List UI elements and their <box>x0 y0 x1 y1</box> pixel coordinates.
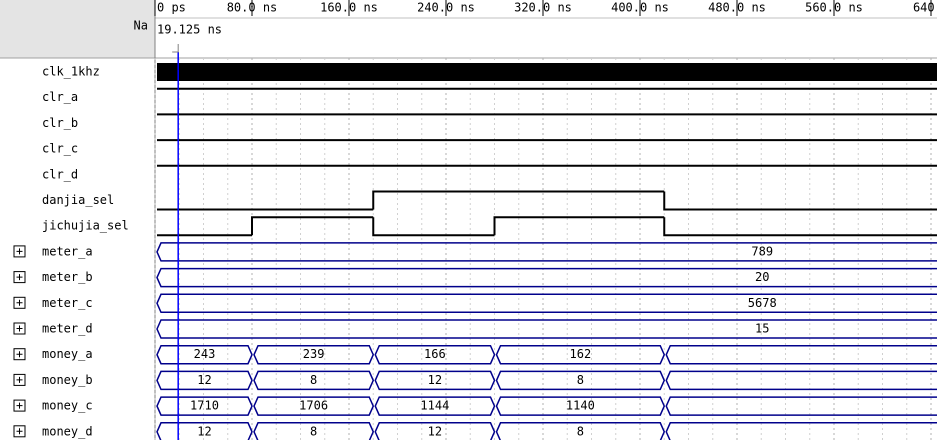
bus-segment <box>495 344 666 365</box>
bus-segment <box>156 370 253 391</box>
signal-name: clr_b <box>42 116 78 130</box>
signal-name: meter_b <box>42 270 93 284</box>
bus-value: 1140 <box>566 399 595 413</box>
bus-segment <box>253 370 375 391</box>
bus-segment <box>374 370 496 391</box>
tick-label: 480.0 ns <box>708 1 766 15</box>
bit-segment <box>663 191 937 211</box>
bit-segment <box>663 217 937 237</box>
signal-name: clr_d <box>42 167 78 181</box>
bus-segment <box>665 370 937 391</box>
bus-segment <box>495 422 666 440</box>
signal-name: meter_a <box>42 244 93 258</box>
bus-value: 8 <box>310 424 317 438</box>
bus-segment <box>156 396 253 416</box>
signal-name: money_d <box>42 424 93 438</box>
bus-segment <box>156 422 253 440</box>
bus-segment <box>156 267 937 288</box>
bus-value: 8 <box>577 373 584 387</box>
tick-label: 160.0 ns <box>320 1 378 15</box>
bus-segment <box>374 422 496 440</box>
signal-name: clr_c <box>42 142 78 156</box>
bus-value: 1706 <box>299 399 328 413</box>
bus-value: 243 <box>194 347 216 361</box>
expand-plus <box>16 376 23 383</box>
name-header <box>0 0 155 58</box>
bus-segment <box>156 293 937 314</box>
bus-segment <box>253 422 375 440</box>
tick-label: 0 ps <box>157 1 186 15</box>
bus-value: 12 <box>197 373 211 387</box>
signal-name: danjia_sel <box>42 193 114 207</box>
bus-value: 5678 <box>748 296 777 310</box>
bit-segment <box>493 216 665 236</box>
signal-name: clk_1khz <box>42 65 100 79</box>
bus-value: 12 <box>428 373 442 387</box>
bus-segment <box>374 396 496 416</box>
expand-plus <box>16 299 23 306</box>
expand-plus <box>16 248 23 255</box>
name-panel <box>0 58 155 440</box>
name-column-header: Na <box>134 19 148 33</box>
expand-plus <box>16 351 23 358</box>
bit-segment <box>372 190 665 210</box>
bus-value: 12 <box>197 424 211 438</box>
bus-segment <box>665 422 937 440</box>
bit-segment <box>372 217 495 237</box>
signal-name: money_b <box>42 373 93 387</box>
bus-value: 20 <box>755 270 769 284</box>
bus-value: 12 <box>428 424 442 438</box>
tick-label: 400.0 ns <box>611 1 669 15</box>
bus-value: 8 <box>310 373 317 387</box>
expand-plus <box>16 325 23 332</box>
signal-name: clr_a <box>42 90 78 104</box>
bus-value: 162 <box>570 347 592 361</box>
bus-segment <box>253 396 375 416</box>
tick-label: 320.0 ns <box>514 1 572 15</box>
bus-segment <box>374 344 496 365</box>
expand-plus <box>16 274 23 281</box>
signal-name: money_a <box>42 347 93 361</box>
tick-label: 80.0 ns <box>227 1 278 15</box>
bus-segment <box>665 396 937 416</box>
tick-label: 240.0 ns <box>417 1 475 15</box>
bus-value: 15 <box>755 322 769 336</box>
bus-value: 1710 <box>190 399 219 413</box>
bit-segment <box>251 216 374 236</box>
signal-name: meter_c <box>42 296 93 310</box>
bus-value: 166 <box>424 347 446 361</box>
bus-value: 789 <box>751 244 773 258</box>
expand-plus <box>16 402 23 409</box>
expand-plus <box>16 428 23 435</box>
bus-segment <box>253 344 375 365</box>
clock-wave <box>157 63 937 81</box>
cursor-handle <box>172 44 179 53</box>
signal-name: meter_d <box>42 322 93 336</box>
bus-value: 239 <box>303 347 325 361</box>
signal-name: money_c <box>42 399 93 413</box>
bus-segment <box>156 344 253 365</box>
signal-name: jichujia_sel <box>42 219 129 233</box>
bus-value: 8 <box>577 424 584 438</box>
tick-label: 560.0 ns <box>805 1 863 15</box>
bus-segment <box>665 344 937 365</box>
bus-value: 1144 <box>420 399 449 413</box>
tick-label: 640.0 <box>913 1 937 15</box>
bus-segment <box>495 370 666 391</box>
bus-segment <box>156 242 937 262</box>
bus-segment <box>156 319 937 339</box>
bus-segment <box>495 396 666 416</box>
cursor-label: 19.125 ns <box>157 23 222 37</box>
